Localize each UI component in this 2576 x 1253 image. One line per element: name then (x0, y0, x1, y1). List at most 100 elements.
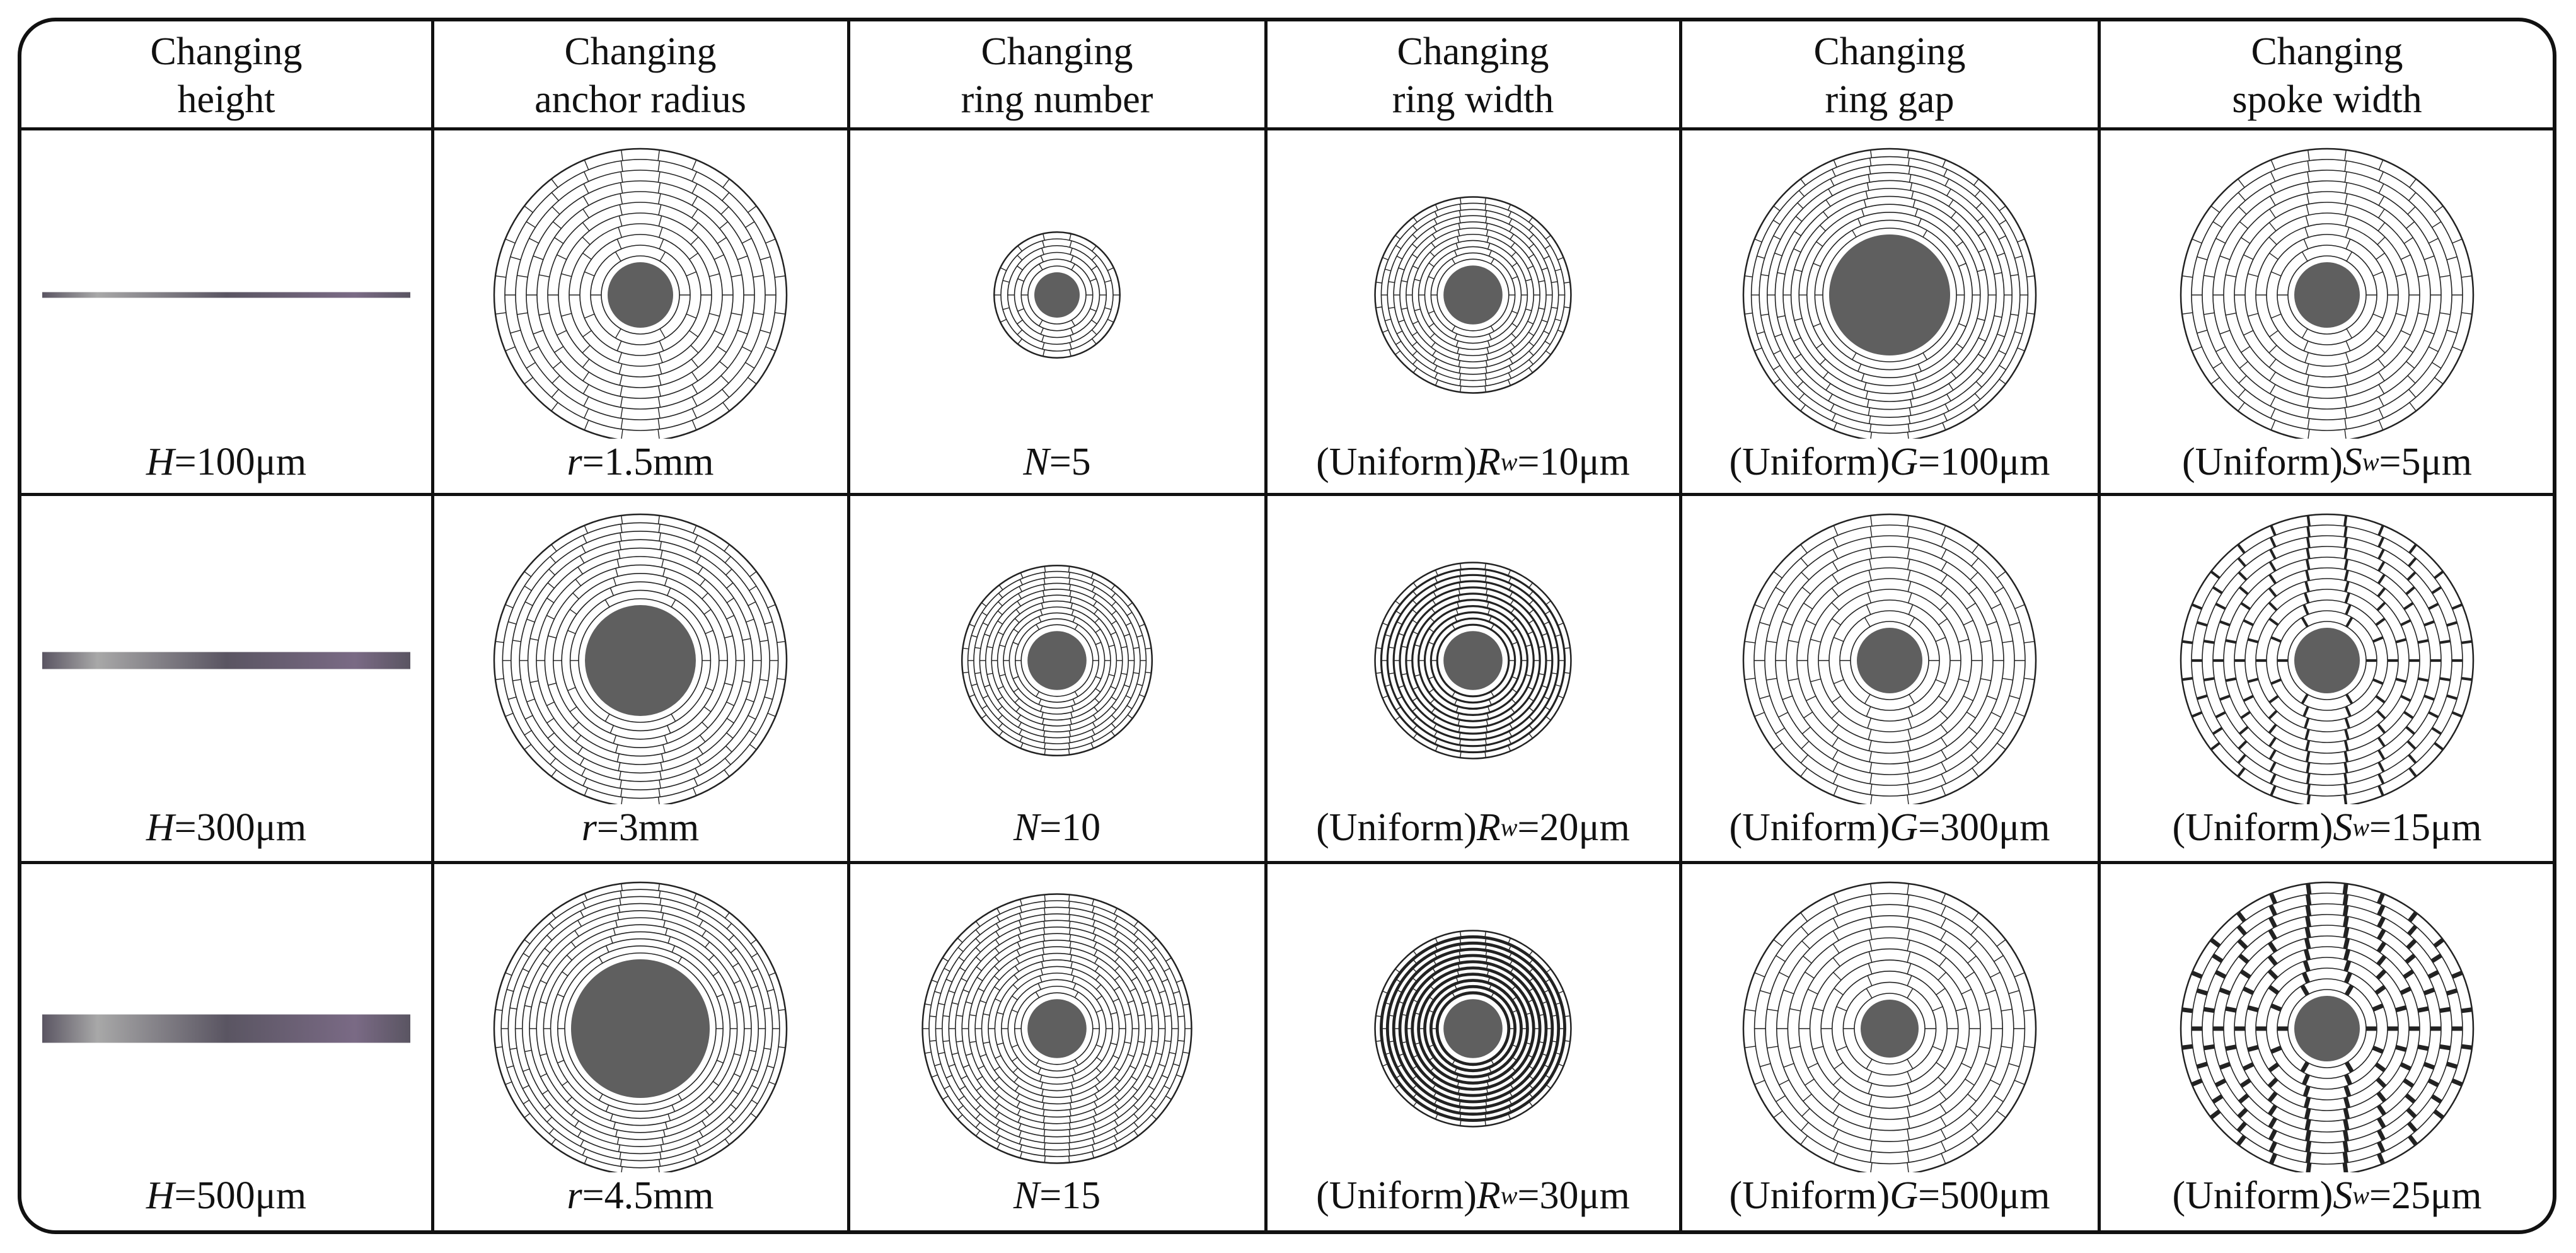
spoke-line (1395, 706, 1402, 711)
spoke-line (1107, 318, 1114, 323)
parameter-label: (Uniform) G = 500μm (1682, 1167, 2098, 1224)
spoke-line (1018, 593, 1022, 599)
height-bar-diagram (42, 652, 410, 669)
spoke-line (1019, 899, 1023, 906)
spoke-line (552, 361, 562, 369)
spoke-line (1525, 308, 1532, 311)
spoke-line (2343, 570, 2349, 581)
spoke-line (2214, 969, 2227, 979)
spoke-line (2434, 742, 2444, 751)
spoke-line (1953, 359, 1960, 366)
spoke-line (1869, 1106, 1873, 1117)
label-prefix: (Uniform) (1729, 806, 1890, 849)
spoke-line (1545, 234, 1551, 240)
spoke-line (1940, 724, 1948, 734)
spoke-line (2439, 639, 2451, 644)
spoke-line (658, 216, 662, 227)
spoke-line (726, 615, 734, 620)
spoke-line (2430, 1094, 2442, 1104)
spoke-line (1457, 347, 1460, 354)
spoke-line (1092, 722, 1096, 728)
spoke-line (2377, 1153, 2386, 1165)
spoke-line (1544, 610, 1551, 615)
spoke-line (1019, 1130, 1022, 1138)
spoke-line (1941, 574, 1948, 584)
spoke-line (1557, 1063, 1564, 1067)
spoke-line (1541, 267, 1548, 270)
spoke-line (1433, 591, 1437, 598)
spoke-line (1459, 739, 1462, 746)
spoke-line (1431, 608, 1436, 614)
spoke-line (659, 898, 662, 906)
spoke-line (2343, 949, 2351, 961)
spoke-line (2377, 749, 2386, 760)
spoke-line (2344, 580, 2350, 592)
spoke-line (1096, 1057, 1102, 1062)
spoke-line (1760, 274, 1769, 277)
spoke-line (584, 159, 589, 170)
spoke-line (509, 1048, 517, 1050)
spoke-line (1766, 678, 1777, 681)
spoke-line (1538, 645, 1545, 648)
spoke-line (2461, 275, 2473, 278)
spoke-line (1508, 211, 1512, 217)
spoke-line (2212, 362, 2222, 369)
spoke-line (660, 905, 663, 913)
spoke-line (1936, 988, 1946, 995)
spoke-line (1068, 914, 1071, 921)
spoke-line (1869, 158, 1872, 166)
spoke-line (620, 524, 623, 533)
spoke-line (984, 684, 990, 688)
spoke-line (665, 1122, 668, 1129)
spoke-line (1382, 695, 1389, 699)
spoke-line (529, 638, 539, 641)
spoke-line (1832, 944, 1840, 954)
spoke-line (983, 695, 989, 699)
spoke-line (1778, 712, 1789, 718)
spoke-line (2428, 346, 2439, 352)
ring-circle (1798, 937, 1981, 1120)
column-header-line: anchor radius (534, 78, 746, 121)
spoke-line (1997, 252, 2005, 257)
spoke-line (1797, 381, 1804, 388)
spoke-line (1074, 1059, 1079, 1066)
spoke-line (1564, 306, 1571, 308)
anchor-disc (571, 959, 710, 1098)
spoke-line (2377, 359, 2386, 368)
spoke-line (2301, 328, 2308, 338)
spoke-line (620, 182, 623, 193)
spoke-line (2226, 274, 2236, 278)
spoke-line (1831, 724, 1839, 734)
spoke-line (2400, 1062, 2411, 1071)
spoke-line (1012, 642, 1019, 645)
spoke-line (1807, 988, 1818, 995)
spoke-line (1069, 590, 1071, 597)
spoke-line (1433, 358, 1437, 364)
spoke-line (2017, 347, 2025, 352)
spoke-line (620, 788, 623, 797)
spoke-line (1042, 342, 1045, 350)
spoke-line (1044, 1156, 1046, 1163)
spoke-line (1907, 158, 1910, 166)
spoke-line (1911, 391, 1914, 399)
spoke-line (1385, 684, 1391, 687)
spoke-line (751, 985, 758, 989)
spoke-line (2236, 1135, 2246, 1146)
spoke-line (1832, 413, 1836, 421)
spoke-line (716, 993, 724, 998)
spoke-line (996, 1135, 1000, 1142)
spoke-line (934, 991, 941, 994)
spoke-line (2431, 586, 2442, 594)
spoke-line (766, 989, 775, 992)
spoke-line (2210, 205, 2220, 213)
spoke-line (929, 1015, 937, 1017)
spoke-line (1457, 354, 1460, 361)
spoke-line (1132, 966, 1138, 971)
spoke-line (620, 161, 623, 172)
spoke-line (1035, 1059, 1040, 1066)
spoke-line (1434, 738, 1438, 744)
spoke-line (693, 525, 697, 534)
spoke-line (2268, 695, 2279, 704)
parameter-label: N = 15 (849, 1167, 1265, 1224)
